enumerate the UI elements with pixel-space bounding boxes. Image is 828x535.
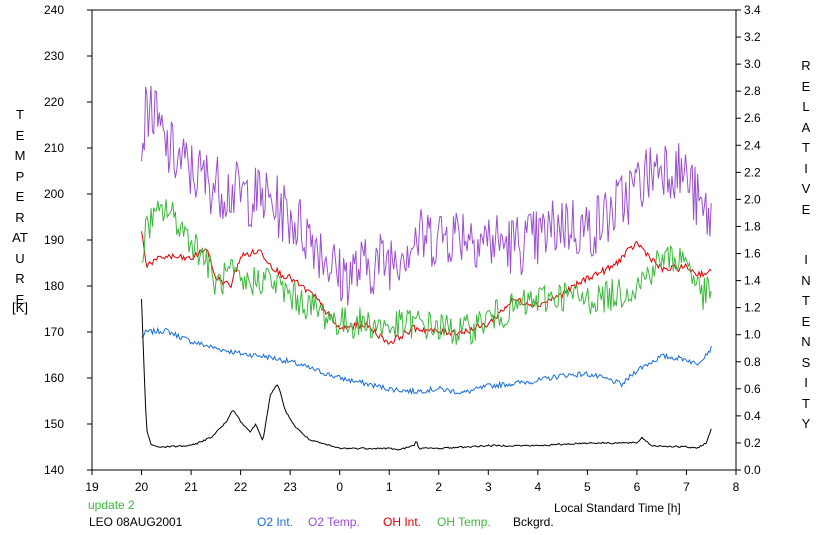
y-left-tick-label: 160 [44, 371, 64, 385]
x-tick-label: 20 [135, 480, 149, 494]
legend-item: Bckgrd. [513, 515, 554, 529]
x-axis: 19 20 21 22 23 0 1 2 3 4 5 6 7 8 [85, 470, 740, 494]
x-tick-label: 7 [683, 480, 690, 494]
y-axis-left: 140 150 160 170 180 190 200 210 220 230 240 [44, 3, 92, 477]
x-tick-label: 0 [336, 480, 343, 494]
y-left-tick-label: 180 [44, 279, 64, 293]
y-right-tick-label: 2.0 [744, 192, 761, 206]
x-tick-label: 21 [184, 480, 198, 494]
y-axis-left-unit: [K] [12, 300, 28, 315]
legend-item: OH Temp. [437, 515, 491, 529]
y-right-tick-label: 0.4 [744, 409, 761, 423]
y-left-tick-label: 200 [44, 187, 64, 201]
y-axis-left-label: TEMPERATURE [12, 107, 28, 307]
x-tick-label: 23 [283, 480, 297, 494]
x-tick-label: 19 [85, 480, 99, 494]
y-left-tick-label: 220 [44, 95, 64, 109]
x-tick-label: 5 [584, 480, 591, 494]
y-right-tick-label: 3.2 [744, 30, 761, 44]
x-tick-label: 3 [485, 480, 492, 494]
series-o2-temp [141, 85, 712, 306]
x-axis-label: Local Standard Time [h] [554, 501, 681, 515]
y-left-tick-label: 190 [44, 233, 64, 247]
y-right-tick-label: 0.2 [744, 436, 761, 450]
status-text: update 2 [88, 498, 135, 512]
x-tick-label: 22 [234, 480, 248, 494]
y-left-tick-label: 210 [44, 141, 64, 155]
y-right-tick-label: 2.2 [744, 165, 761, 179]
x-tick-label: 1 [386, 480, 393, 494]
legend-item: O2 Int. [257, 515, 294, 529]
y-left-tick-label: 140 [44, 463, 64, 477]
y-right-tick-label: 0.8 [744, 355, 761, 369]
y-left-tick-label: 170 [44, 325, 64, 339]
y-right-tick-label: 1.4 [744, 274, 761, 288]
legend-item: O2 Temp. [308, 515, 360, 529]
y-left-tick-label: 150 [44, 417, 64, 431]
legend-item: OH Int. [383, 515, 422, 529]
x-tick-label: 4 [535, 480, 542, 494]
x-tick-label: 2 [435, 480, 442, 494]
y-axis-right: 0.0 0.2 0.4 0.6 0.8 1.0 1.2 1.4 1.6 1.8 2.0 2.2 2.4 2… [736, 3, 761, 477]
series-oh-temp [141, 199, 712, 345]
y-left-tick-label: 240 [44, 3, 64, 17]
series-o2-int [141, 326, 712, 396]
y-right-tick-label: 2.6 [744, 111, 761, 125]
y-right-tick-label: 2.8 [744, 84, 761, 98]
series-oh-int [141, 231, 712, 345]
station-date: LEO 08AUG2001 [89, 515, 183, 529]
y-right-tick-label: 1.0 [744, 328, 761, 342]
y-right-tick-label: 1.8 [744, 219, 761, 233]
y-right-tick-label: 1.6 [744, 247, 761, 261]
x-tick-label: 6 [634, 480, 641, 494]
series-bckgrd [141, 298, 712, 451]
y-right-tick-label: 0.6 [744, 382, 761, 396]
y-left-tick-label: 230 [44, 49, 64, 63]
series-layer [141, 85, 712, 451]
y-right-tick-label: 1.2 [744, 301, 761, 315]
x-tick-label: 8 [733, 480, 740, 494]
y-right-tick-label: 2.4 [744, 138, 761, 152]
y-right-tick-label: 3.4 [744, 3, 761, 17]
y-right-tick-label: 0.0 [744, 463, 761, 477]
y-right-tick-label: 3.0 [744, 57, 761, 71]
